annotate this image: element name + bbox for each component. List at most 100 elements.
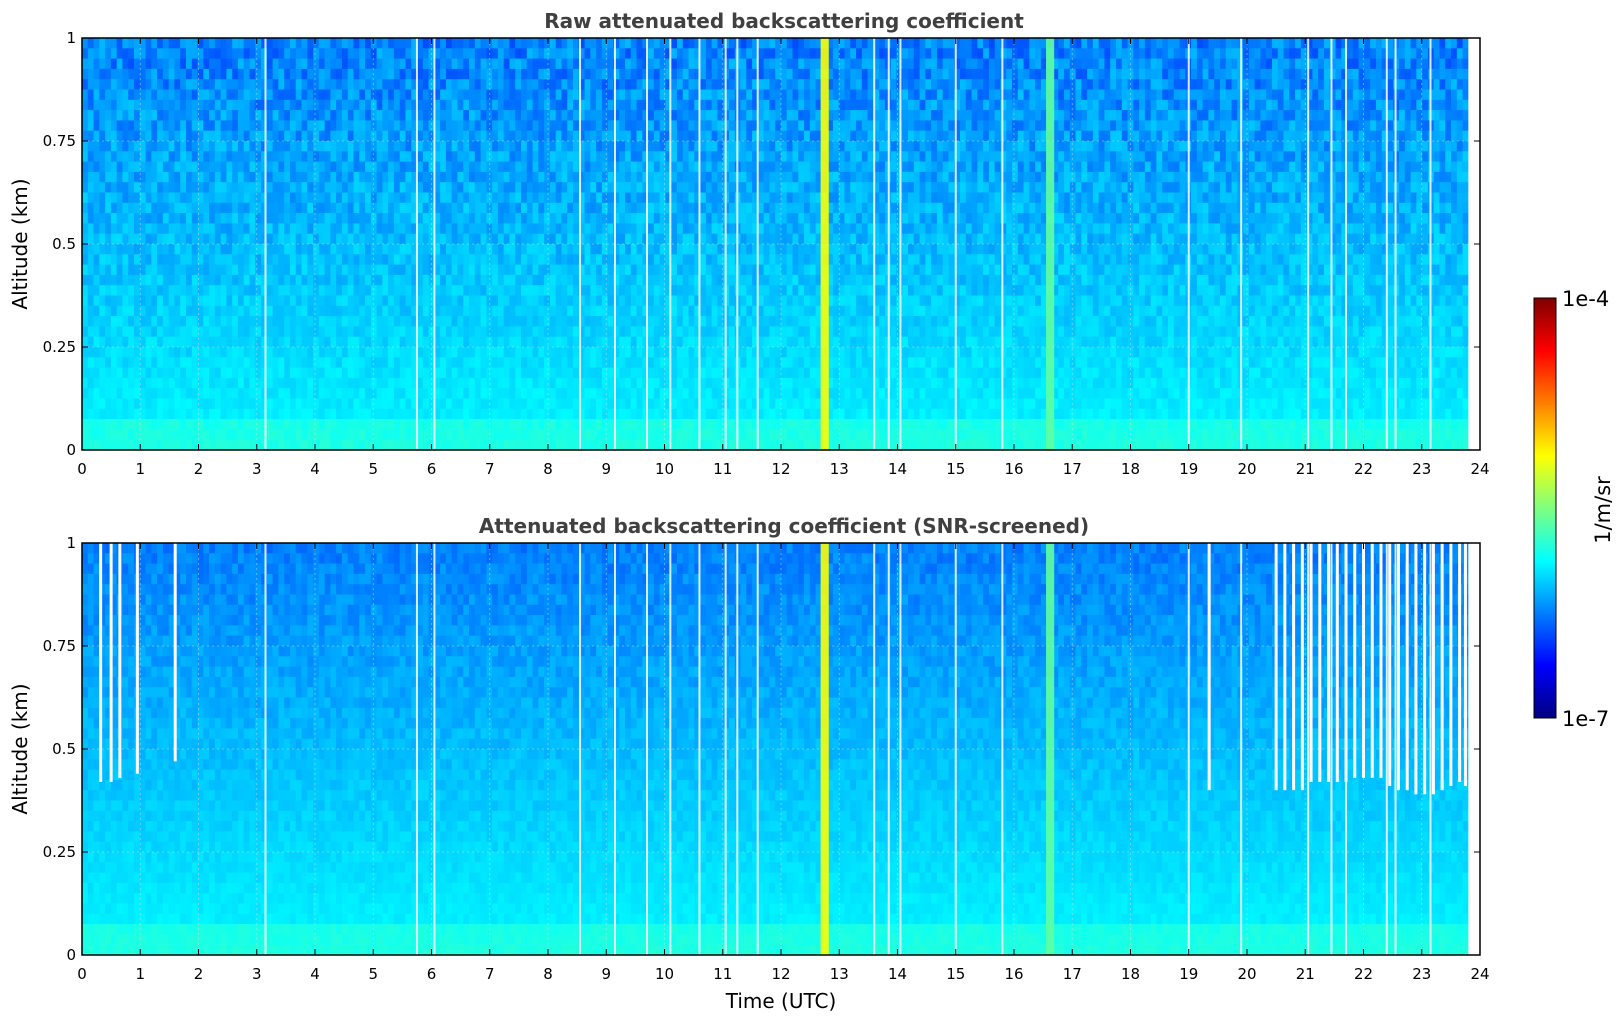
x-tick-label: 22	[1354, 460, 1373, 478]
data-gap-line	[433, 543, 436, 955]
data-gap-line	[1385, 543, 1388, 955]
data-gap-line	[264, 543, 267, 955]
data-gap-line	[1385, 38, 1388, 450]
data-gap-line	[669, 543, 672, 955]
screened-y-ticks: 0 0.25 0.5 0.75 1	[43, 534, 1480, 964]
colorbar-unit-label: 1/m/sr	[1591, 476, 1615, 544]
screened-cutoff-line	[1292, 543, 1296, 791]
data-gap-line	[1240, 38, 1243, 450]
x-tick-label: 2	[194, 965, 204, 983]
y-tick-label: 0.25	[43, 843, 76, 861]
x-tick-label: 15	[946, 460, 965, 478]
data-gap-line	[264, 38, 267, 450]
screened-cutoff-line	[1449, 543, 1453, 787]
y-tick-label: 1	[66, 29, 76, 47]
x-tick-label: 19	[1179, 965, 1198, 983]
high-signal-band	[1046, 38, 1055, 450]
screened-cutoff-line	[135, 543, 139, 774]
y-tick-label: 0.75	[43, 637, 76, 655]
raw-y-axis-label: Altitude (km)	[8, 178, 32, 309]
screened-cutoff-line	[1300, 543, 1304, 791]
screened-cutoff-line	[1318, 543, 1322, 782]
screened-cutoff-line	[1423, 543, 1427, 795]
high-signal-band	[1046, 543, 1055, 955]
x-tick-label: 13	[830, 460, 849, 478]
x-tick-label: 11	[713, 965, 732, 983]
screened-panel-title: Attenuated backscattering coefficient (S…	[479, 514, 1089, 538]
colorbar-max-label: 1e-4	[1562, 287, 1609, 311]
x-tick-label: 3	[252, 965, 262, 983]
colorbar: 1e-4 1e-7 1/m/sr	[1533, 287, 1615, 731]
screened-cutoff-line	[1207, 543, 1211, 791]
data-gap-line	[1429, 38, 1432, 450]
screened-cutoff-line	[109, 543, 113, 782]
x-tick-label: 5	[368, 460, 378, 478]
x-tick-label: 4	[310, 965, 320, 983]
x-tick-label: 24	[1470, 965, 1489, 983]
screened-cutoff-line	[1396, 543, 1400, 791]
x-tick-label: 1	[135, 460, 145, 478]
x-tick-label: 19	[1179, 460, 1198, 478]
x-tick-label: 23	[1412, 965, 1431, 983]
x-tick-label: 15	[946, 965, 965, 983]
data-gap-line	[1330, 543, 1333, 955]
y-tick-label: 1	[66, 534, 76, 552]
y-tick-label: 0.5	[52, 235, 76, 253]
data-gap-line	[1429, 543, 1432, 955]
x-tick-label: 0	[77, 460, 87, 478]
screened-cutoff-line	[1309, 543, 1313, 782]
x-tick-label: 17	[1063, 460, 1082, 478]
x-tick-label: 17	[1063, 965, 1082, 983]
data-gap-line	[1240, 543, 1243, 955]
high-signal-band	[820, 543, 829, 955]
screened-cutoff-line	[1388, 543, 1392, 787]
x-tick-label: 22	[1354, 965, 1373, 983]
data-gap-line	[613, 543, 616, 955]
data-gap-line	[613, 38, 616, 450]
screened-cutoff-line	[118, 543, 122, 778]
screened-x-ticks: 0 1 2 3 4 5 6 7 8 9 10 11 12 13 14 15 16 17 18 19 20 21 22 23 24	[77, 543, 1490, 983]
data-gap-line	[873, 543, 876, 955]
x-tick-label: 21	[1296, 460, 1315, 478]
data-gap-line	[698, 38, 701, 450]
colorbar-gradient	[1533, 297, 1557, 719]
data-gap-line	[724, 543, 727, 955]
x-tick-label: 12	[771, 965, 790, 983]
x-tick-label: 1	[135, 965, 145, 983]
screened-cutoff-line	[1344, 543, 1348, 782]
x-tick-label: 20	[1237, 460, 1256, 478]
screened-cutoff-line	[1274, 543, 1278, 791]
x-axis-label: Time (UTC)	[725, 989, 837, 1013]
data-gap-line	[579, 38, 582, 450]
x-tick-label: 14	[888, 460, 907, 478]
x-tick-label: 7	[485, 460, 495, 478]
screened-cutoff-line	[1327, 543, 1331, 782]
data-gap-line	[899, 38, 902, 450]
screened-cutoff-line	[1283, 543, 1287, 791]
data-gap-line	[899, 543, 902, 955]
x-tick-label: 3	[252, 460, 262, 478]
screened-cutoff-line	[1414, 543, 1418, 795]
colorbar-min-label: 1e-7	[1562, 707, 1609, 731]
y-tick-label: 0	[66, 946, 76, 964]
x-tick-label: 5	[368, 965, 378, 983]
x-tick-label: 23	[1412, 460, 1431, 478]
screened-cutoff-line	[173, 543, 177, 762]
x-tick-label: 4	[310, 460, 320, 478]
x-tick-label: 2	[194, 460, 204, 478]
data-gap-line	[724, 38, 727, 450]
x-tick-label: 6	[427, 460, 437, 478]
x-tick-label: 9	[601, 460, 611, 478]
y-tick-label: 0	[66, 441, 76, 459]
screened-cutoff-line	[1370, 543, 1374, 778]
x-tick-label: 9	[601, 965, 611, 983]
x-tick-label: 10	[655, 460, 674, 478]
screened-cutoff-line	[1405, 543, 1409, 791]
data-gap-line	[698, 543, 701, 955]
screened-backscatter-panel: Attenuated backscattering coefficient (S…	[8, 514, 1490, 1013]
x-tick-label: 13	[830, 965, 849, 983]
data-gap-line	[1394, 38, 1397, 450]
x-tick-label: 18	[1121, 460, 1140, 478]
raw-heatmap	[82, 38, 1480, 450]
data-gap-line	[1345, 38, 1348, 450]
